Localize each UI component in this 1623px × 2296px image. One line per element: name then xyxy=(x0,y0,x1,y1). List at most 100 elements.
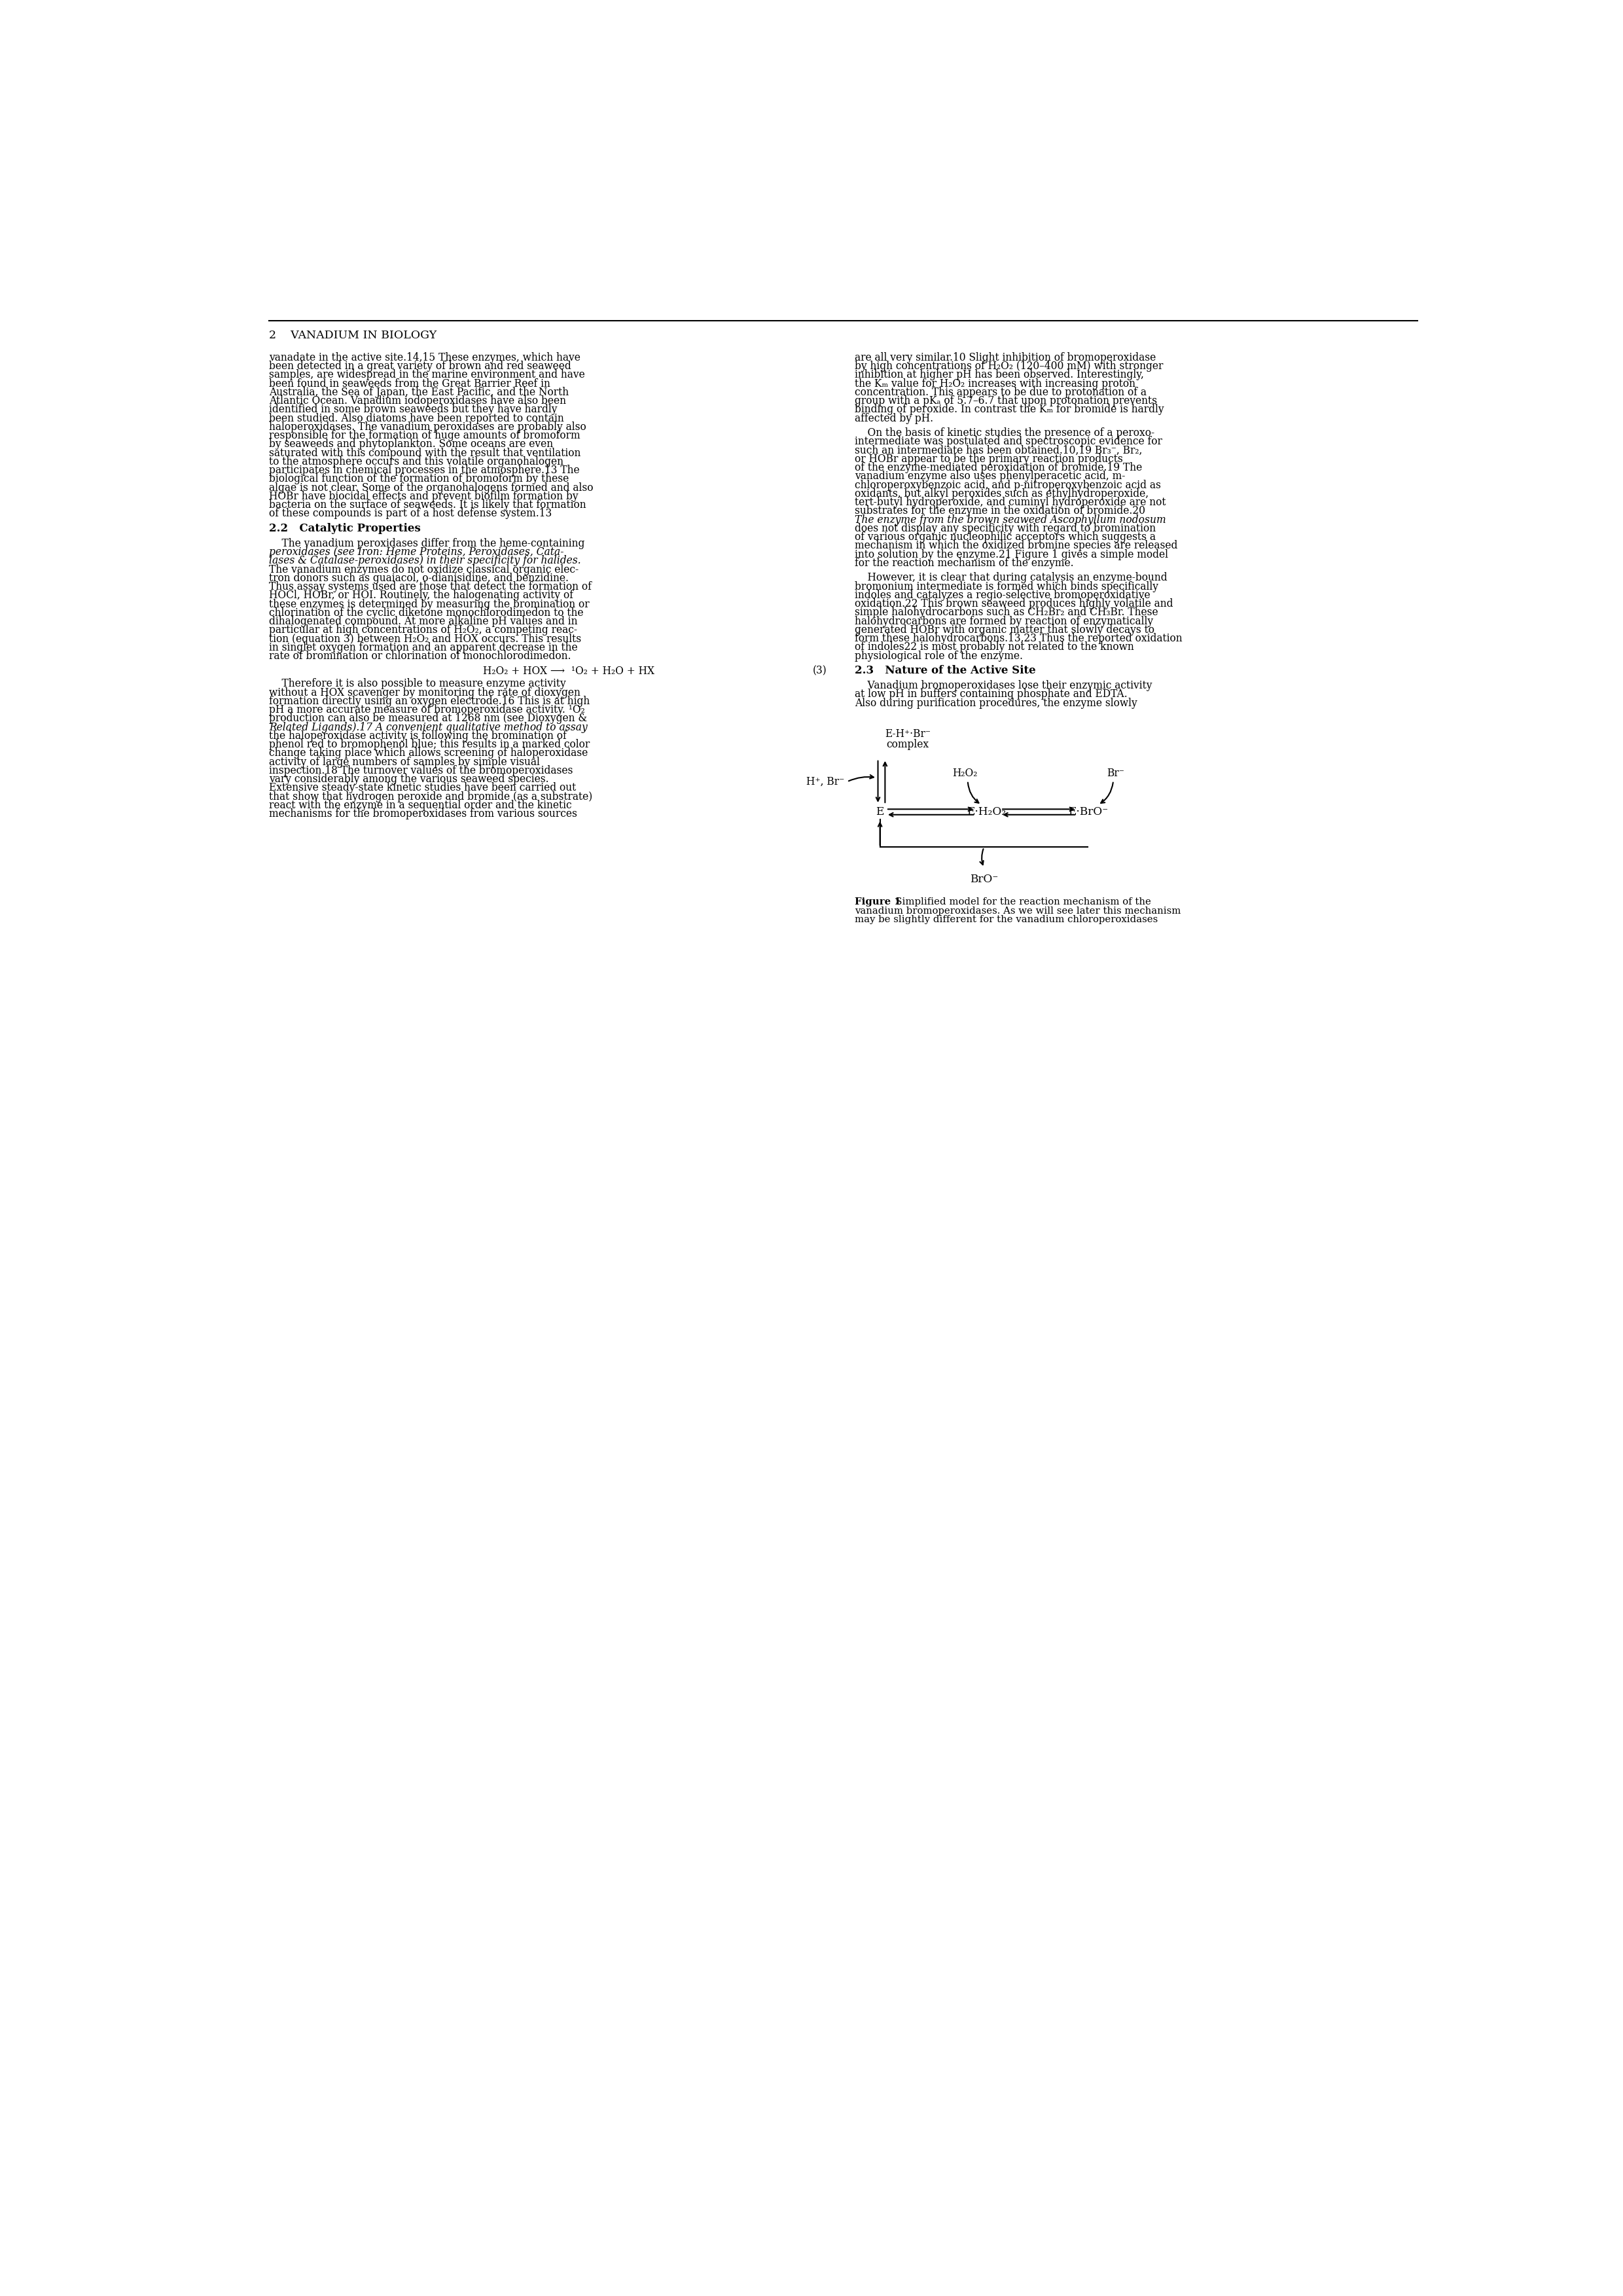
Text: vanadium enzyme also uses phenylperacetic acid, m-: vanadium enzyme also uses phenylperaceti… xyxy=(855,471,1125,482)
Text: the haloperoxidase activity is following the bromination of: the haloperoxidase activity is following… xyxy=(269,730,566,742)
Text: production can also be measured at 1268 nm (see Dioxygen &: production can also be measured at 1268 … xyxy=(269,714,588,723)
Text: activity of large numbers of samples by simple visual: activity of large numbers of samples by … xyxy=(269,755,540,767)
Text: to the atmosphere occurs and this volatile organohalogen: to the atmosphere occurs and this volati… xyxy=(269,457,563,468)
Text: binding of peroxide. In contrast the Kₘ for bromide is hardly: binding of peroxide. In contrast the Kₘ … xyxy=(855,404,1164,416)
Text: H₂O₂: H₂O₂ xyxy=(953,767,977,778)
Text: tert-butyl hydroperoxide, and cuminyl hydroperoxide are not: tert-butyl hydroperoxide, and cuminyl hy… xyxy=(855,496,1165,507)
Text: form these halohydrocarbons.13,23 Thus the reported oxidation: form these halohydrocarbons.13,23 Thus t… xyxy=(855,634,1182,645)
Text: responsible for the formation of huge amounts of bromoform: responsible for the formation of huge am… xyxy=(269,429,579,441)
Text: samples, are widespread in the marine environment and have: samples, are widespread in the marine en… xyxy=(269,370,584,381)
Text: particular at high concentrations of H₂O₂, a competing reac-: particular at high concentrations of H₂O… xyxy=(269,625,578,636)
Text: H₂O₂ + HOX ⟶  ¹O₂ + H₂O + HX: H₂O₂ + HOX ⟶ ¹O₂ + H₂O + HX xyxy=(482,666,654,677)
Text: The vanadium peroxidases differ from the heme-containing: The vanadium peroxidases differ from the… xyxy=(269,537,584,549)
Text: been detected in a great variety of brown and red seaweed: been detected in a great variety of brow… xyxy=(269,360,571,372)
Text: generated HOBr with organic matter that slowly decays to: generated HOBr with organic matter that … xyxy=(855,625,1154,636)
Text: chloroperoxybenzoic acid, and p-nitroperoxybenzoic acid as: chloroperoxybenzoic acid, and p-nitroper… xyxy=(855,480,1160,491)
Text: rate of bromination or chlorination of monochlorodimedon.: rate of bromination or chlorination of m… xyxy=(269,650,571,661)
Text: or HOBr appear to be the primary reaction products: or HOBr appear to be the primary reactio… xyxy=(855,455,1123,464)
Text: algae is not clear. Some of the organohalogens formed and also: algae is not clear. Some of the organoha… xyxy=(269,482,592,494)
Text: E·H₂O₂: E·H₂O₂ xyxy=(967,806,1006,817)
Text: mechanism in which the oxidized bromine species are released: mechanism in which the oxidized bromine … xyxy=(855,540,1178,551)
Text: E·BrO⁻: E·BrO⁻ xyxy=(1068,806,1109,817)
Text: inhibition at higher pH has been observed. Interestingly,: inhibition at higher pH has been observe… xyxy=(855,370,1144,381)
Text: by high concentrations of H₂O₂ (120–400 mM) with stronger: by high concentrations of H₂O₂ (120–400 … xyxy=(855,360,1164,372)
Text: The enzyme from the brown seaweed Ascophyllum nodosum: The enzyme from the brown seaweed Ascoph… xyxy=(855,514,1165,526)
Text: mechanisms for the bromoperoxidases from various sources: mechanisms for the bromoperoxidases from… xyxy=(269,808,576,820)
Text: The vanadium enzymes do not oxidize classical organic elec-: The vanadium enzymes do not oxidize clas… xyxy=(269,565,578,574)
Text: H⁺, Br⁻: H⁺, Br⁻ xyxy=(807,776,844,788)
Text: vanadium bromoperoxidases. As we will see later this mechanism: vanadium bromoperoxidases. As we will se… xyxy=(855,907,1182,916)
Text: peroxidases (see Iron: Heme Proteins, Peroxidases, Cata-: peroxidases (see Iron: Heme Proteins, Pe… xyxy=(269,546,563,558)
Text: complex: complex xyxy=(886,739,930,751)
Text: Extensive steady-state kinetic studies have been carried out: Extensive steady-state kinetic studies h… xyxy=(269,783,576,794)
Text: oxidants, but alkyl peroxides such as ethylhydroperoxide,: oxidants, but alkyl peroxides such as et… xyxy=(855,489,1149,498)
Text: bromonium intermediate is formed which binds specifically: bromonium intermediate is formed which b… xyxy=(855,581,1159,592)
Text: Australia, the Sea of Japan, the East Pacific, and the North: Australia, the Sea of Japan, the East Pa… xyxy=(269,386,568,397)
Text: E-H⁺·Br⁻: E-H⁺·Br⁻ xyxy=(885,728,930,739)
Text: saturated with this compound with the result that ventilation: saturated with this compound with the re… xyxy=(269,448,581,459)
Text: Also during purification procedures, the enzyme slowly: Also during purification procedures, the… xyxy=(855,698,1138,709)
Text: phenol red to bromophenol blue; this results in a marked color: phenol red to bromophenol blue; this res… xyxy=(269,739,589,751)
Text: Atlantic Ocean. Vanadium iodoperoxidases have also been: Atlantic Ocean. Vanadium iodoperoxidases… xyxy=(269,395,566,406)
Text: vary considerably among the various seaweed species.: vary considerably among the various seaw… xyxy=(269,774,549,785)
Text: Vanadium bromoperoxidases lose their enzymic activity: Vanadium bromoperoxidases lose their enz… xyxy=(855,680,1152,691)
Text: 2.3   Nature of the Active Site: 2.3 Nature of the Active Site xyxy=(855,666,1035,675)
Text: at low pH in buffers containing phosphate and EDTA.: at low pH in buffers containing phosphat… xyxy=(855,689,1128,700)
Text: On the basis of kinetic studies the presence of a peroxo-: On the basis of kinetic studies the pres… xyxy=(855,427,1154,439)
Text: chlorination of the cyclic diketone monochlorodimedon to the: chlorination of the cyclic diketone mono… xyxy=(269,608,583,618)
Text: 2    VANADIUM IN BIOLOGY: 2 VANADIUM IN BIOLOGY xyxy=(269,331,437,342)
Text: HOBr have biocidal effects and prevent biofilm formation by: HOBr have biocidal effects and prevent b… xyxy=(269,491,578,503)
Text: vanadate in the active site.14,15 These enzymes, which have: vanadate in the active site.14,15 These … xyxy=(269,351,581,363)
Text: are all very similar.10 Slight inhibition of bromoperoxidase: are all very similar.10 Slight inhibitio… xyxy=(855,351,1156,363)
Text: pH a more accurate measure of bromoperoxidase activity. ¹O₂: pH a more accurate measure of bromoperox… xyxy=(269,705,584,716)
Text: Therefore it is also possible to measure enzyme activity: Therefore it is also possible to measure… xyxy=(269,677,566,689)
Text: by seaweeds and phytoplankton. Some oceans are even: by seaweeds and phytoplankton. Some ocea… xyxy=(269,439,553,450)
Text: indoles and catalyzes a regio-selective bromoperoxidative: indoles and catalyzes a regio-selective … xyxy=(855,590,1151,602)
Text: in singlet oxygen formation and an apparent decrease in the: in singlet oxygen formation and an appar… xyxy=(269,643,578,652)
Text: tron donors such as guaiacol, o-dianisidine, and benzidine.: tron donors such as guaiacol, o-dianisid… xyxy=(269,572,568,583)
Text: the Kₘ value for H₂O₂ increases with increasing proton: the Kₘ value for H₂O₂ increases with inc… xyxy=(855,379,1136,390)
Text: participates in chemical processes in the atmosphere.13 The: participates in chemical processes in th… xyxy=(269,464,579,475)
Text: may be slightly different for the vanadium chloroperoxidases: may be slightly different for the vanadi… xyxy=(855,914,1157,923)
Text: concentration. This appears to be due to protonation of a: concentration. This appears to be due to… xyxy=(855,386,1146,397)
Text: bacteria on the surface of seaweeds. It is likely that formation: bacteria on the surface of seaweeds. It … xyxy=(269,501,586,510)
Text: halohydrocarbons are formed by reaction of enzymatically: halohydrocarbons are formed by reaction … xyxy=(855,615,1152,627)
Text: these enzymes is determined by measuring the bromination or: these enzymes is determined by measuring… xyxy=(269,599,589,611)
Text: into solution by the enzyme.21 Figure 1 gives a simple model: into solution by the enzyme.21 Figure 1 … xyxy=(855,549,1169,560)
Text: However, it is clear that during catalysis an enzyme-bound: However, it is clear that during catalys… xyxy=(855,572,1167,583)
Text: react with the enzyme in a sequential order and the kinetic: react with the enzyme in a sequential or… xyxy=(269,799,571,810)
Text: Figure 1: Figure 1 xyxy=(855,898,901,907)
Text: of various organic nucleophilic acceptors which suggests a: of various organic nucleophilic acceptor… xyxy=(855,533,1156,542)
Text: BrO⁻: BrO⁻ xyxy=(971,875,998,884)
Text: Br⁻: Br⁻ xyxy=(1107,767,1125,778)
Text: Thus assay systems used are those that detect the formation of: Thus assay systems used are those that d… xyxy=(269,581,591,592)
Text: haloperoxidases. The vanadium peroxidases are probably also: haloperoxidases. The vanadium peroxidase… xyxy=(269,422,586,432)
Text: for the reaction mechanism of the enzyme.: for the reaction mechanism of the enzyme… xyxy=(855,558,1073,569)
Text: without a HOX scavenger by monitoring the rate of dioxygen: without a HOX scavenger by monitoring th… xyxy=(269,687,581,698)
Text: substrates for the enzyme in the oxidation of bromide.20: substrates for the enzyme in the oxidati… xyxy=(855,505,1146,517)
Text: such an intermediate has been obtained.10,19 Br₃⁻, Br₂,: such an intermediate has been obtained.1… xyxy=(855,445,1143,457)
Text: tion (equation 3) between H₂O₂ and HOX occurs. This results: tion (equation 3) between H₂O₂ and HOX o… xyxy=(269,634,581,645)
Text: Simplified model for the reaction mechanism of the: Simplified model for the reaction mechan… xyxy=(886,898,1151,907)
Text: identified in some brown seaweeds but they have hardly: identified in some brown seaweeds but th… xyxy=(269,404,557,416)
Text: physiological role of the enzyme.: physiological role of the enzyme. xyxy=(855,650,1022,661)
Text: formation directly using an oxygen electrode.16 This is at high: formation directly using an oxygen elect… xyxy=(269,696,589,707)
Text: intermediate was postulated and spectroscopic evidence for: intermediate was postulated and spectros… xyxy=(855,436,1162,448)
Text: inspection.18 The turnover values of the bromoperoxidases: inspection.18 The turnover values of the… xyxy=(269,765,573,776)
Text: lases & Catalase-peroxidases) in their specificity for halides.: lases & Catalase-peroxidases) in their s… xyxy=(269,556,581,567)
Text: Related Ligands).17 A convenient qualitative method to assay: Related Ligands).17 A convenient qualita… xyxy=(269,721,588,732)
Text: (3): (3) xyxy=(813,666,826,677)
Text: group with a pKₐ of 5.7–6.7 that upon protonation prevents: group with a pKₐ of 5.7–6.7 that upon pr… xyxy=(855,395,1157,406)
Text: 2.2   Catalytic Properties: 2.2 Catalytic Properties xyxy=(269,523,420,535)
Text: does not display any specificity with regard to bromination: does not display any specificity with re… xyxy=(855,523,1156,535)
Text: of the enzyme-mediated peroxidation of bromide.19 The: of the enzyme-mediated peroxidation of b… xyxy=(855,461,1143,473)
Text: E: E xyxy=(876,806,885,817)
Text: been studied. Also diatoms have been reported to contain: been studied. Also diatoms have been rep… xyxy=(269,413,563,425)
Text: biological function of the formation of bromoform by these: biological function of the formation of … xyxy=(269,473,568,484)
Text: HOCl, HOBr, or HOI. Routinely, the halogenating activity of: HOCl, HOBr, or HOI. Routinely, the halog… xyxy=(269,590,573,602)
Text: dihalogenated compound. At more alkaline pH values and in: dihalogenated compound. At more alkaline… xyxy=(269,615,578,627)
Text: oxidation.22 This brown seaweed produces highly volatile and: oxidation.22 This brown seaweed produces… xyxy=(855,599,1173,608)
Text: of these compounds is part of a host defense system.13: of these compounds is part of a host def… xyxy=(269,507,552,519)
Text: simple halohydrocarbons such as CH₂Br₂ and CH₃Br. These: simple halohydrocarbons such as CH₂Br₂ a… xyxy=(855,606,1159,618)
Text: change taking place which allows screening of haloperoxidase: change taking place which allows screeni… xyxy=(269,748,588,760)
